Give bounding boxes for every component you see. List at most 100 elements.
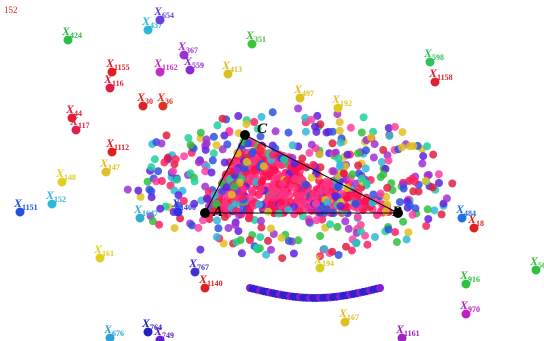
point-index: 1162 [162, 63, 178, 72]
cloud-dot [367, 133, 376, 142]
point-letter: X [103, 322, 113, 336]
cloud-dot [343, 150, 352, 159]
cloud-dot [349, 192, 358, 201]
cloud-dot [435, 179, 443, 187]
cloud-dot [336, 162, 344, 171]
cloud-dot [311, 122, 319, 131]
cloud-dot [399, 184, 408, 193]
point-label: X749 [153, 324, 174, 340]
point-index: 598 [432, 53, 444, 62]
point [143, 327, 153, 337]
cloud-dot [203, 195, 212, 203]
point-index: 1400 [180, 203, 196, 212]
cloud-dot [354, 149, 362, 158]
point-index: 351 [254, 35, 266, 44]
cloud-dot [411, 204, 420, 213]
point-index: 749 [162, 331, 174, 340]
point-label: X167 [338, 306, 359, 322]
cloud-dot [402, 235, 411, 244]
cloud-dot [316, 252, 324, 261]
cloud-dot [201, 182, 210, 191]
cloud-dot [278, 179, 287, 188]
point-label: X497 [293, 82, 314, 98]
point-letter: X [153, 56, 163, 70]
edge [244, 134, 399, 214]
cloud-dot [294, 104, 303, 113]
cloud-dot [264, 207, 273, 216]
point-label: X44 [65, 102, 82, 118]
cloud-dot [270, 175, 279, 184]
cloud-dot [339, 169, 348, 178]
cloud-dot [318, 215, 327, 224]
cloud-dot [322, 177, 331, 186]
cloud-dot [298, 154, 307, 163]
cloud-dot [190, 177, 199, 186]
cloud-dot [242, 120, 251, 129]
point-index: 676 [112, 329, 124, 338]
triangle [204, 134, 399, 214]
cloud-dot [392, 238, 401, 247]
point-letter: X [331, 92, 341, 106]
cloud-dot [277, 233, 286, 242]
cloud-dot [285, 191, 294, 200]
point [333, 103, 343, 113]
cloud-dot [245, 236, 254, 244]
cloud-dot [154, 167, 163, 176]
cloud-dot [220, 200, 229, 208]
cloud-dot [290, 166, 299, 175]
cloud-dot [376, 173, 385, 182]
cloud-dot [196, 134, 205, 143]
cloud-dot [180, 152, 189, 161]
cloud-dot [227, 190, 236, 199]
point-index: 1151 [22, 203, 38, 212]
cloud-dot [310, 190, 319, 199]
cloud-dot [212, 233, 221, 241]
point-label: X152 [45, 188, 66, 204]
cloud-dot [405, 200, 414, 209]
point-label: X36 [156, 90, 173, 106]
cloud-dot [384, 156, 393, 165]
cloud-dot [224, 224, 233, 232]
point-label: X148 [55, 166, 76, 182]
point [223, 69, 233, 79]
point-index: 1155 [114, 63, 130, 72]
vertex [240, 130, 250, 140]
point-index: 654 [162, 11, 174, 20]
cloud-dot [316, 232, 325, 240]
cloud-dot [274, 209, 283, 218]
cloud-dot [190, 199, 199, 208]
cloud-dot [257, 223, 266, 232]
point-letter: X [171, 196, 181, 210]
point-index: 1140 [207, 279, 223, 288]
point-index: 424 [70, 31, 82, 40]
point-letter: X [141, 14, 151, 28]
cloud-dot [419, 152, 428, 161]
cloud-dot [408, 210, 417, 219]
cloud-dot [352, 239, 360, 248]
point [138, 101, 148, 111]
point [105, 83, 115, 93]
cloud-dot [267, 245, 275, 254]
cloud-dot [202, 135, 211, 144]
point [143, 25, 153, 35]
cloud-dot [331, 192, 340, 201]
point [105, 333, 115, 341]
cloud-dot [357, 174, 366, 183]
cloud-dot [289, 249, 298, 258]
point-index: 559 [192, 61, 204, 70]
point-index: 152 [54, 195, 66, 204]
cloud-dot [347, 246, 356, 255]
cloud-dot [284, 128, 293, 137]
point-letter: X [529, 254, 539, 268]
point-label: X413 [221, 58, 242, 74]
cloud-dot [218, 145, 227, 154]
cloud-dot [362, 146, 370, 155]
cloud-dot [230, 182, 239, 191]
cloud-dot [269, 150, 277, 159]
point-label: X1647 [133, 202, 158, 218]
point-letter: X [153, 4, 163, 18]
point-index: 167 [347, 313, 359, 322]
cloud-dot [213, 216, 221, 225]
